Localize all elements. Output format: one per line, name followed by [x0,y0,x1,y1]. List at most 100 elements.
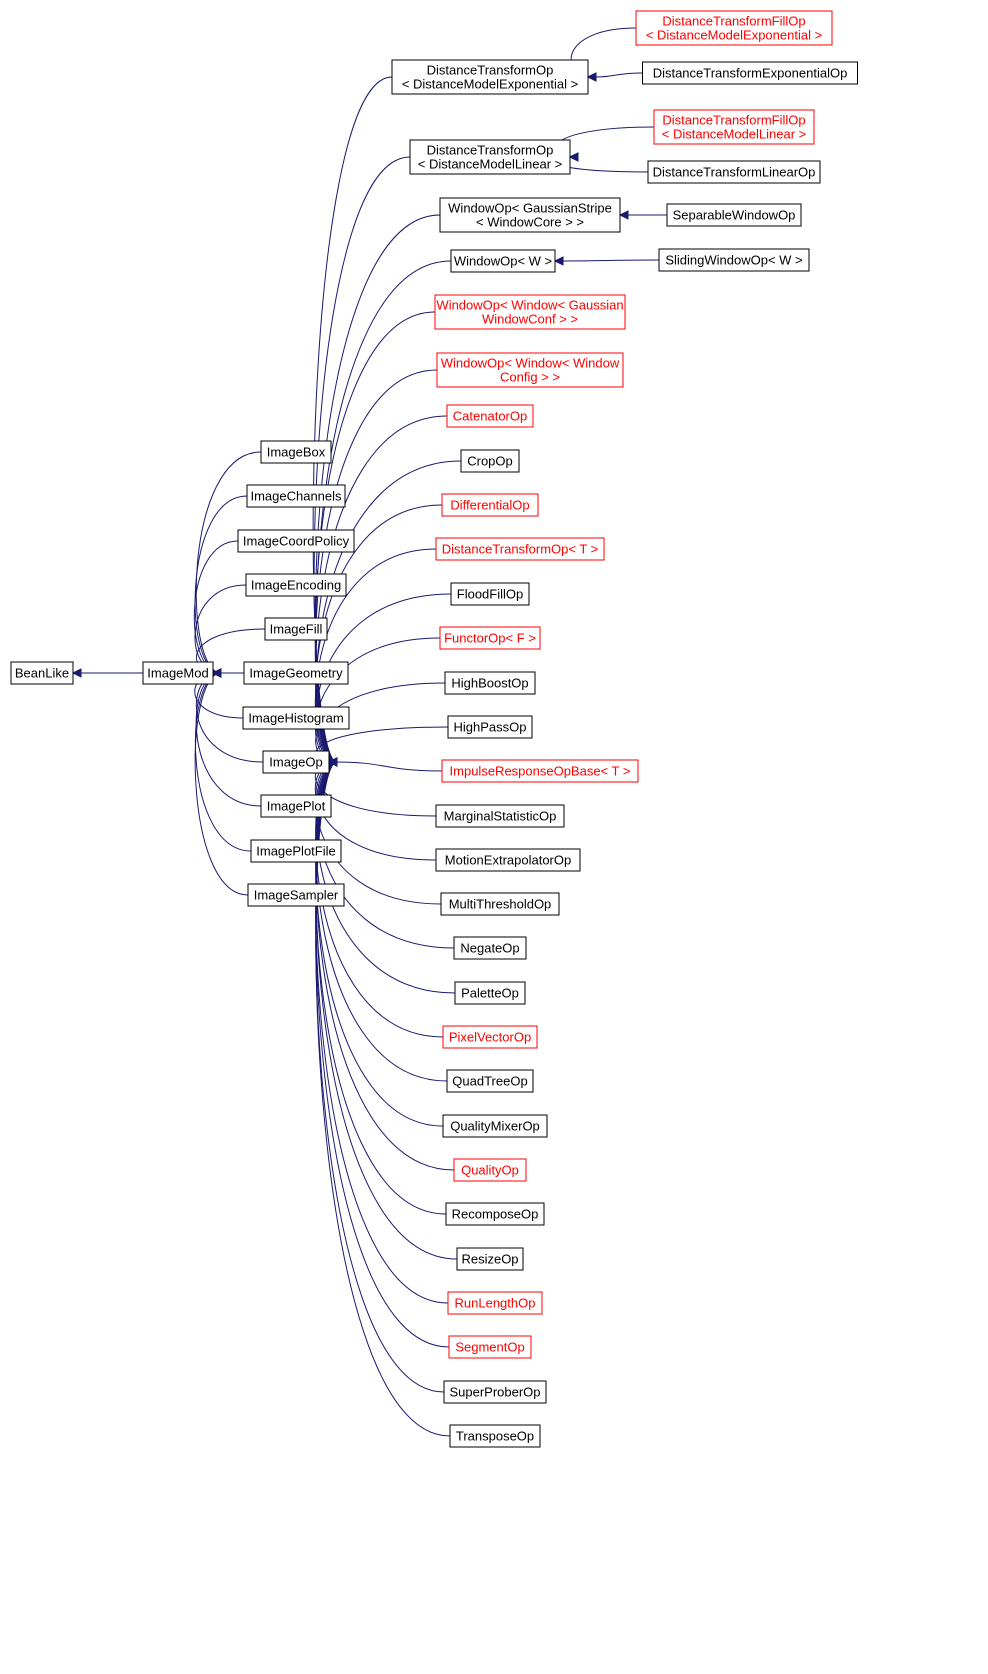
node-label-DTLinOp-line-0: DistanceTransformLinearOp [653,165,816,180]
node-HighBoostOp[interactable]: HighBoostOp [445,672,535,694]
node-PixelVectorOp[interactable]: PixelVectorOp [443,1026,537,1048]
node-label-ImageMod-line-0: ImageMod [147,666,208,681]
node-label-WinOpWC-line-1: Config > > [500,370,560,385]
node-label-RecomposeOp-line-0: RecomposeOp [452,1207,539,1222]
node-SegmentOp[interactable]: SegmentOp [449,1336,531,1358]
node-FloodFillOp[interactable]: FloodFillOp [451,583,529,605]
node-DTOpT[interactable]: DistanceTransformOp< T > [436,538,604,560]
node-MultiThreshOp[interactable]: MultiThresholdOp [441,893,559,915]
node-label-WinOpGS-line-1: < WindowCore > > [476,215,584,230]
node-label-DTFillLin-line-1: < DistanceModelLinear > [662,127,807,142]
edge-SlidingWinOp-to-WinOpW [563,260,659,261]
node-label-DTOpLin-line-0: DistanceTransformOp [427,143,554,158]
node-MarginalStatOp[interactable]: MarginalStatisticOp [436,805,564,827]
node-SlidingWinOp[interactable]: SlidingWindowOp< W > [659,249,809,271]
node-label-QualityOp-line-0: QualityOp [461,1163,519,1178]
node-ImageGeometry[interactable]: ImageGeometry [244,662,348,684]
node-ImageBox[interactable]: ImageBox [261,441,331,463]
edge-QuadTreeOp-to-ImageOp [316,762,447,1081]
node-ImageChannels[interactable]: ImageChannels [247,485,345,507]
node-ImageMod[interactable]: ImageMod [143,662,213,684]
node-DTExpOp[interactable]: DistanceTransformExponentialOp [643,62,858,84]
edge-ImageCoordPolicy-to-ImageMod [194,541,238,673]
edge-QualityMixerOp-to-ImageOp [316,762,443,1126]
node-label-ImageHistogram-line-0: ImageHistogram [248,711,343,726]
node-label-SuperProberOp-line-0: SuperProberOp [449,1385,540,1400]
node-label-IRBaseT-line-0: ImpulseResponseOpBase< T > [450,764,631,779]
node-label-SegmentOp-line-0: SegmentOp [455,1340,524,1355]
node-label-WinOpGWC-line-0: WindowOp< Window< Gaussian [436,298,623,313]
node-FunctorOpF[interactable]: FunctorOp< F > [440,627,540,649]
node-label-HighBoostOp-line-0: HighBoostOp [451,676,528,691]
node-label-BeanLike-line-0: BeanLike [15,666,69,681]
edges-layer [73,28,667,1436]
node-label-ResizeOp-line-0: ResizeOp [461,1252,518,1267]
node-WinOpW[interactable]: WindowOp< W > [451,250,555,272]
node-PaletteOp[interactable]: PaletteOp [455,982,525,1004]
node-DTFillExp[interactable]: DistanceTransformFillOp< DistanceModelEx… [636,11,832,45]
node-NegateOp[interactable]: NegateOp [454,937,526,959]
node-label-HighPassOp-line-0: HighPassOp [454,720,527,735]
node-QuadTreeOp[interactable]: QuadTreeOp [447,1070,533,1092]
node-label-CropOp-line-0: CropOp [467,454,513,469]
node-label-DTFillExp-line-0: DistanceTransformFillOp [662,14,805,29]
node-ImagePlotFile[interactable]: ImagePlotFile [251,840,341,862]
node-label-QualityMixerOp-line-0: QualityMixerOp [450,1119,540,1134]
node-QualityOp[interactable]: QualityOp [454,1159,526,1181]
node-label-ImageBox-line-0: ImageBox [267,445,326,460]
edge-ResizeOp-to-ImageOp [316,762,457,1259]
edge-ImageSampler-to-ImageMod [195,673,248,895]
edge-DTOpExp-to-ImageOp [313,77,392,762]
node-WinOpGS[interactable]: WindowOp< GaussianStripe< WindowCore > > [440,198,620,232]
node-label-WinOpGWC-line-1: WindowConf > > [482,312,578,327]
node-BeanLike[interactable]: BeanLike [11,662,73,684]
node-ImageCoordPolicy[interactable]: ImageCoordPolicy [238,530,354,552]
node-label-ImageSampler-line-0: ImageSampler [254,888,339,903]
node-ImageSampler[interactable]: ImageSampler [248,884,344,906]
node-label-DTOpExp-line-0: DistanceTransformOp [427,63,554,78]
node-ImageFill[interactable]: ImageFill [265,618,327,640]
edge-MultiThreshOp-to-ImageOp [316,762,441,904]
node-DTLinOp[interactable]: DistanceTransformLinearOp [648,161,820,183]
node-label-QuadTreeOp-line-0: QuadTreeOp [452,1074,527,1089]
node-DTOpLin[interactable]: DistanceTransformOp< DistanceModelLinear… [410,140,570,174]
node-TransposeOp[interactable]: TransposeOp [450,1425,540,1447]
node-MotionExtOp[interactable]: MotionExtrapolatorOp [436,849,580,871]
node-label-WinOpW-line-0: WindowOp< W > [454,254,552,269]
node-label-PixelVectorOp-line-0: PixelVectorOp [449,1030,531,1045]
node-CropOp[interactable]: CropOp [461,450,519,472]
node-QualityMixerOp[interactable]: QualityMixerOp [443,1115,547,1137]
node-ResizeOp[interactable]: ResizeOp [457,1248,523,1270]
node-SepWinOp[interactable]: SeparableWindowOp [667,204,801,226]
node-ImageOp[interactable]: ImageOp [263,751,329,773]
node-CatenatorOp[interactable]: CatenatorOp [447,405,533,427]
node-IRBaseT[interactable]: ImpulseResponseOpBase< T > [442,760,638,782]
node-label-DTFillExp-line-1: < DistanceModelExponential > [646,28,822,43]
node-WinOpGWC[interactable]: WindowOp< Window< GaussianWindowConf > > [435,295,625,329]
node-DTFillLin[interactable]: DistanceTransformFillOp< DistanceModelLi… [654,110,814,144]
edge-IRBaseT-to-ImageOp [337,762,442,771]
node-ImageHistogram[interactable]: ImageHistogram [243,707,349,729]
node-WinOpWC[interactable]: WindowOp< Window< WindowConfig > > [437,353,623,387]
node-DifferentialOp[interactable]: DifferentialOp [442,494,538,516]
node-ImageEncoding[interactable]: ImageEncoding [246,574,346,596]
edge-ImagePlot-to-ImageMod [196,673,261,806]
edge-QualityOp-to-ImageOp [316,762,454,1170]
edge-HighPassOp-to-ImageOp [316,727,448,762]
node-label-MarginalStatOp-line-0: MarginalStatisticOp [444,809,557,824]
node-label-ImageOp-line-0: ImageOp [269,755,322,770]
node-label-RunLengthOp-line-0: RunLengthOp [455,1296,536,1311]
node-SuperProberOp[interactable]: SuperProberOp [444,1381,546,1403]
node-RecomposeOp[interactable]: RecomposeOp [446,1203,544,1225]
node-DTOpExp[interactable]: DistanceTransformOp< DistanceModelExpone… [392,60,588,94]
node-label-ImageCoordPolicy-line-0: ImageCoordPolicy [243,534,350,549]
node-label-DTOpT-line-0: DistanceTransformOp< T > [442,542,599,557]
node-HighPassOp[interactable]: HighPassOp [448,716,532,738]
node-RunLengthOp[interactable]: RunLengthOp [448,1292,542,1314]
inheritance-diagram: BeanLike ImageMod ImageBox ImageChannels Ima… [0,0,988,1674]
node-label-DTFillLin-line-0: DistanceTransformFillOp [662,113,805,128]
node-label-DTOpLin-line-1: < DistanceModelLinear > [418,157,563,172]
edge-PaletteOp-to-ImageOp [316,762,455,993]
node-ImagePlot[interactable]: ImagePlot [261,795,331,817]
edge-DTExpOp-to-DTOpExp [596,73,643,77]
